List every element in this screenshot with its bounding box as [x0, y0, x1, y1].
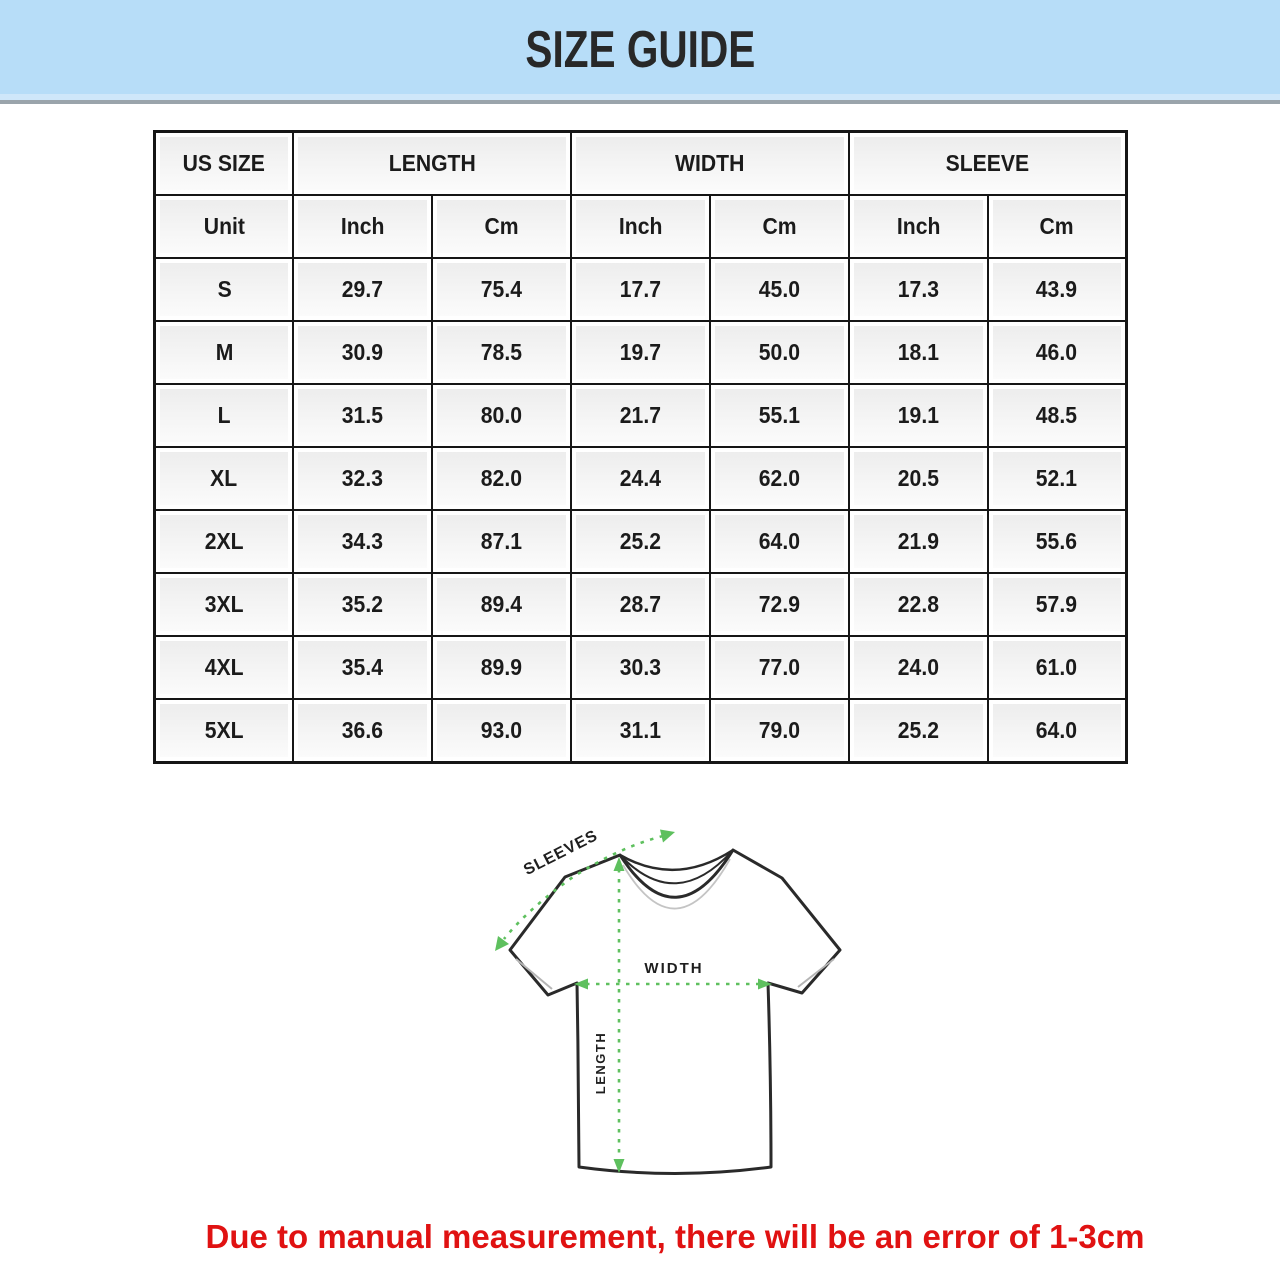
size-cell: 4XL	[153, 635, 295, 700]
value-cell: 75.4	[431, 257, 573, 322]
size-cell: 5XL	[153, 698, 295, 764]
value-cell: 28.7	[570, 572, 711, 637]
unit-label-cell: Unit	[153, 194, 295, 259]
value-cell: 24.0	[847, 635, 989, 700]
value-cell: 62.0	[708, 446, 850, 511]
table-row: S 29.7 75.4 17.7 45.0 17.3 43.9	[153, 257, 1128, 322]
sleeve-hem-line-left	[515, 958, 553, 990]
value-cell: 64.0	[986, 698, 1128, 764]
collar-rib-line	[620, 850, 733, 885]
value-cell: 35.2	[292, 572, 434, 637]
value-cell: 20.5	[847, 446, 989, 511]
size-table-header: US SIZE LENGTH WIDTH SLEEVE Unit Inch Cm…	[153, 130, 1128, 259]
value-cell: 25.2	[570, 509, 711, 574]
size-guide-banner: SIZE GUIDE	[0, 0, 1280, 104]
value-cell: 19.7	[570, 320, 711, 385]
value-cell: 30.9	[292, 320, 434, 385]
tshirt-outline	[508, 848, 842, 1175]
unit-cell: Inch	[847, 194, 989, 259]
collar-back-line	[619, 848, 734, 871]
value-cell: 82.0	[431, 446, 573, 511]
header-us-size: US SIZE	[153, 130, 295, 196]
unit-cell: Cm	[431, 194, 573, 259]
value-cell: 24.4	[570, 446, 711, 511]
group-header-row: US SIZE LENGTH WIDTH SLEEVE	[153, 130, 1128, 196]
value-cell: 34.3	[292, 509, 434, 574]
value-cell: 48.5	[986, 383, 1128, 448]
value-cell: 45.0	[708, 257, 850, 322]
header-sleeve: SLEEVE	[847, 130, 1128, 196]
value-cell: 25.2	[847, 698, 989, 764]
value-cell: 32.3	[292, 446, 434, 511]
sleeve-hem-line-right	[797, 958, 835, 988]
unit-cell: Cm	[708, 194, 850, 259]
size-table-body: S 29.7 75.4 17.7 45.0 17.3 43.9 M 30.9 78.5 19.7 50…	[153, 257, 1128, 764]
length-label: LENGTH	[593, 1032, 608, 1094]
value-cell: 89.9	[431, 635, 573, 700]
table-row: 4XL 35.4 89.9 30.3 77.0 24.0 61.0	[153, 635, 1128, 700]
value-cell: 55.6	[986, 509, 1128, 574]
value-cell: 79.0	[708, 698, 850, 764]
width-label: WIDTH	[644, 960, 703, 977]
value-cell: 36.6	[292, 698, 434, 764]
table-row: L 31.5 80.0 21.7 55.1 19.1 48.5	[153, 383, 1128, 448]
value-cell: 29.7	[292, 257, 434, 322]
size-cell: L	[153, 383, 295, 448]
value-cell: 52.1	[986, 446, 1128, 511]
table-row: 2XL 34.3 87.1 25.2 64.0 21.9 55.6	[153, 509, 1128, 574]
value-cell: 50.0	[708, 320, 850, 385]
unit-cell: Inch	[292, 194, 434, 259]
size-table: US SIZE LENGTH WIDTH SLEEVE Unit Inch Cm…	[153, 130, 1128, 764]
tshirt-measure-diagram: SLEEVES WIDTH LENGTH	[470, 815, 870, 1225]
unit-cell: Cm	[986, 194, 1128, 259]
size-cell: XL	[153, 446, 295, 511]
value-cell: 87.1	[431, 509, 573, 574]
size-cell: M	[153, 320, 295, 385]
unit-cell: Inch	[570, 194, 711, 259]
value-cell: 19.1	[847, 383, 989, 448]
width-measure-arrow	[574, 978, 772, 990]
table-row: 5XL 36.6 93.0 31.1 79.0 25.2 64.0	[153, 698, 1128, 764]
value-cell: 35.4	[292, 635, 434, 700]
value-cell: 93.0	[431, 698, 573, 764]
value-cell: 72.9	[708, 572, 850, 637]
value-cell: 61.0	[986, 635, 1128, 700]
value-cell: 57.9	[986, 572, 1128, 637]
size-cell: S	[153, 257, 295, 322]
table-row: XL 32.3 82.0 24.4 62.0 20.5 52.1	[153, 446, 1128, 511]
table-row: M 30.9 78.5 19.7 50.0 18.1 46.0	[153, 320, 1128, 385]
value-cell: 89.4	[431, 572, 573, 637]
value-cell: 17.3	[847, 257, 989, 322]
value-cell: 30.3	[570, 635, 711, 700]
collar-under-line	[622, 858, 731, 910]
value-cell: 31.5	[292, 383, 434, 448]
unit-header-row: Unit Inch Cm Inch Cm Inch Cm	[153, 194, 1128, 259]
value-cell: 31.1	[570, 698, 711, 764]
value-cell: 46.0	[986, 320, 1128, 385]
tshirt-diagram-svg: SLEEVES WIDTH LENGTH	[495, 827, 842, 1175]
table-row: 3XL 35.2 89.4 28.7 72.9 22.8 57.9	[153, 572, 1128, 637]
header-width: WIDTH	[570, 130, 850, 196]
measurement-disclaimer: Due to manual measurement, there will be…	[205, 1218, 1145, 1255]
length-measure-arrow	[613, 857, 625, 1173]
value-cell: 22.8	[847, 572, 989, 637]
header-length: LENGTH	[292, 130, 573, 196]
page-title: SIZE GUIDE	[525, 21, 755, 79]
value-cell: 80.0	[431, 383, 573, 448]
value-cell: 77.0	[708, 635, 850, 700]
value-cell: 17.7	[570, 257, 711, 322]
value-cell: 78.5	[431, 320, 573, 385]
value-cell: 18.1	[847, 320, 989, 385]
value-cell: 64.0	[708, 509, 850, 574]
sleeves-measure-arrow	[495, 829, 675, 951]
value-cell: 43.9	[986, 257, 1128, 322]
value-cell: 55.1	[708, 383, 850, 448]
size-cell: 2XL	[153, 509, 295, 574]
value-cell: 21.7	[570, 383, 711, 448]
value-cell: 21.9	[847, 509, 989, 574]
size-cell: 3XL	[153, 572, 295, 637]
